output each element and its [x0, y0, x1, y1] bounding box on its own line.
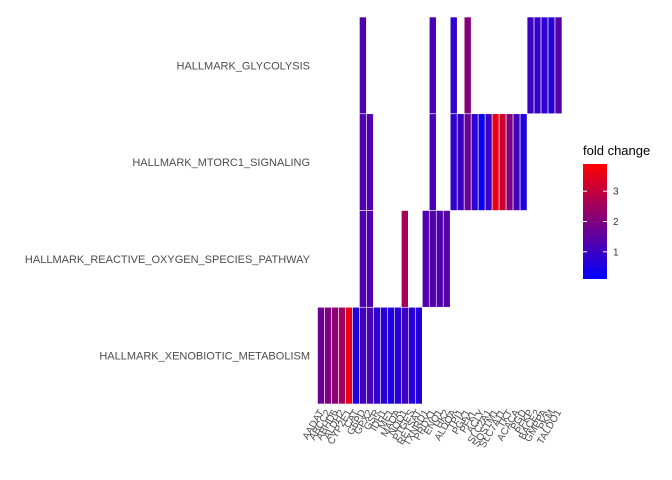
heatmap-cell: [359, 210, 367, 308]
heatmap-cell: [359, 113, 367, 211]
heatmap-cell: [428, 113, 437, 211]
legend-tick-label: 3: [613, 187, 619, 198]
heatmap-cell: [435, 210, 444, 308]
heatmap-cell: [477, 113, 486, 211]
heatmap-cell: [449, 113, 458, 211]
heatmap-cells: [317, 16, 563, 405]
heatmap-cell: [421, 210, 430, 308]
heatmap-cell: [533, 16, 542, 115]
heatmap-cell: [359, 306, 367, 405]
legend-tick-label: 1: [613, 247, 619, 258]
heatmap-cell: [401, 210, 409, 308]
legend-ticks: 1 2 3: [583, 187, 619, 258]
heatmap-cell: [428, 16, 437, 115]
heatmap-cell: [498, 113, 507, 211]
heatmap-cell: [380, 306, 388, 405]
heatmap-cell: [540, 16, 549, 115]
heatmap-cell: [442, 210, 451, 308]
legend-tick-label: 2: [613, 217, 619, 228]
heatmap-cell: [366, 210, 374, 308]
heatmap-cell: [408, 306, 416, 405]
y-tick-label: HALLMARK_MTORC1_SIGNALING: [132, 157, 310, 169]
heatmap-cell: [463, 113, 472, 211]
heatmap-cell: [338, 306, 346, 405]
legend-title: fold change: [583, 143, 650, 158]
heatmap-cell: [526, 16, 535, 115]
heatmap-cell: [484, 113, 493, 211]
y-tick-label: HALLMARK_XENOBIOTIC_METABOLISM: [99, 351, 310, 363]
heatmap-cell: [345, 306, 353, 405]
heatmap-cell: [366, 113, 374, 211]
heatmap-cell: [463, 16, 472, 115]
heatmap-cell: [394, 306, 402, 405]
heatmap-cell: [554, 16, 563, 115]
heatmap-cell: [449, 16, 458, 115]
heatmap-cell: [470, 113, 479, 211]
heatmap-cell: [401, 306, 409, 405]
heatmap-cell: [505, 113, 514, 211]
heatmap-cell: [373, 306, 381, 405]
heatmap-cell: [428, 210, 437, 308]
y-tick-label: HALLMARK_REACTIVE_OXYGEN_SPECIES_PATHWAY: [25, 254, 311, 266]
heatmap-cell: [456, 113, 465, 211]
heatmap-cell: [331, 306, 339, 405]
heatmap-cell: [387, 306, 395, 405]
y-tick-label: HALLMARK_GLYCOLYSIS: [177, 60, 310, 72]
heatmap-cell: [519, 113, 528, 211]
x-axis-labels: AADATABCC2ABHD6ALDH2CYP2E1CATG6PDGPX2GSR…: [301, 408, 565, 450]
heatmap-cell: [324, 306, 332, 405]
heatmap-cell: [317, 306, 325, 405]
legend: fold change 1 2 3: [583, 143, 650, 279]
heatmap-cell: [359, 16, 367, 115]
heatmap-cell: [512, 113, 521, 211]
heatmap-cell: [414, 306, 423, 405]
heatmap-cell: [352, 306, 360, 405]
y-axis-labels: HALLMARK_GLYCOLYSIS HALLMARK_MTORC1_SIGNA…: [25, 60, 311, 362]
heatmap-cell: [547, 16, 556, 115]
heatmap-cell: [366, 306, 374, 405]
heatmap-cell: [491, 113, 500, 211]
